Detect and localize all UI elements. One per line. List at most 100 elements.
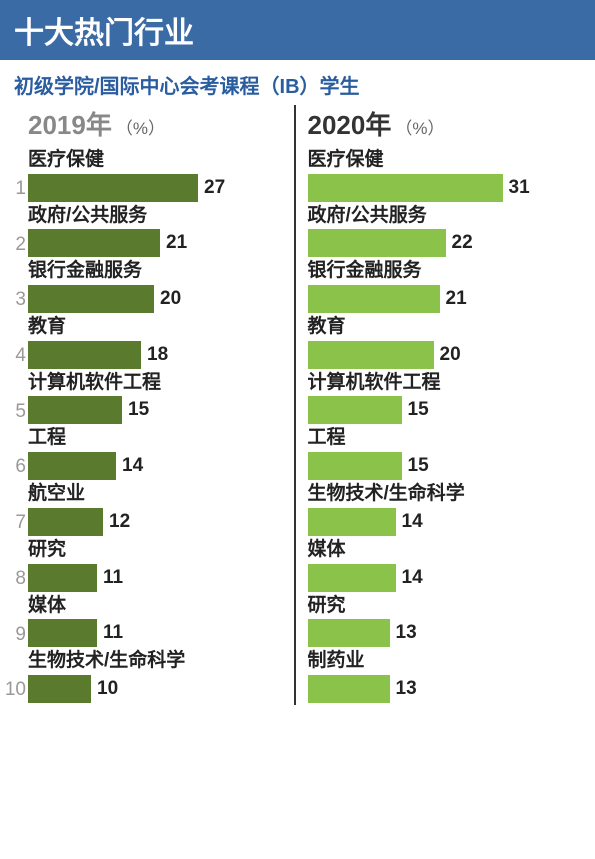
bar <box>28 285 154 313</box>
column-2020: 2020年 （%） 医疗保健 31 政府/公共服务22银行金融服务 21 教育 20 计算机… <box>294 105 586 705</box>
bar <box>28 675 91 703</box>
chart-row: 医疗保健 31 <box>308 148 586 202</box>
category-label: 生物技术/生命科学 <box>308 482 586 507</box>
category-label: 政府/公共服务 <box>28 204 284 229</box>
chart-row: 工程 15 <box>308 426 586 480</box>
rank-number: 1 <box>4 178 26 200</box>
chart-row: 10生物技术/生命科学10 <box>6 649 284 703</box>
bar <box>308 452 402 480</box>
bar <box>308 396 402 424</box>
category-label: 研究 <box>308 594 586 619</box>
chart-row: 3银行金融服务20 <box>6 259 284 313</box>
rank-number: 5 <box>4 401 26 423</box>
bar-value: 14 <box>122 455 143 477</box>
bar-value: 31 <box>509 177 530 199</box>
bar-value: 15 <box>408 455 429 477</box>
bar-wrap: 27 <box>28 174 284 202</box>
bar <box>28 174 198 202</box>
bar-wrap: 13 <box>308 619 586 647</box>
category-label: 银行金融服务 <box>28 259 284 284</box>
bar-wrap: 10 <box>28 675 284 703</box>
category-label: 研究 <box>28 538 284 563</box>
year-label-2019: 2019年 <box>28 105 112 142</box>
bar <box>28 396 122 424</box>
rank-number: 7 <box>4 512 26 534</box>
rank-number: 9 <box>4 624 26 646</box>
category-label: 医疗保健 <box>308 148 586 173</box>
bar-wrap: 15 <box>308 452 586 480</box>
bar-value: 10 <box>97 678 118 700</box>
bar-value: 20 <box>440 344 461 366</box>
category-label: 教育 <box>308 315 586 340</box>
bar <box>308 285 440 313</box>
pct-label-right: （%） <box>395 114 444 139</box>
category-label: 计算机软件工程 <box>28 371 284 396</box>
chart-row: 1医疗保健27 <box>6 148 284 202</box>
category-label: 航空业 <box>28 482 284 507</box>
bar-wrap: 15 <box>28 396 284 424</box>
bar-value: 11 <box>103 567 123 589</box>
category-label: 教育 <box>28 315 284 340</box>
chart-row: 6工程14 <box>6 426 284 480</box>
bar-value: 21 <box>446 288 467 310</box>
bar-wrap: 14 <box>308 508 586 536</box>
category-label: 媒体 <box>28 594 284 619</box>
category-label: 计算机软件工程 <box>308 371 586 396</box>
chart-row: 制药业 13 <box>308 649 586 703</box>
chart-row: 9媒体 11 <box>6 594 284 648</box>
page-title: 十大热门行业 <box>14 17 194 50</box>
bar-wrap: 11 <box>28 564 284 592</box>
chart-row: 教育 20 <box>308 315 586 369</box>
bar-value: 14 <box>402 511 423 533</box>
column-2019: 2019年 （%） 1医疗保健272政府/公共服务213银行金融服务204教育1… <box>6 105 294 705</box>
bar <box>308 229 446 257</box>
bar-wrap: 13 <box>308 675 586 703</box>
category-label: 工程 <box>308 426 586 451</box>
category-label: 生物技术/生命科学 <box>28 649 284 674</box>
bar-value: 13 <box>396 622 417 644</box>
bar <box>28 229 160 257</box>
bar-wrap: 11 <box>28 619 284 647</box>
category-label: 制药业 <box>308 649 586 674</box>
bar-wrap: 22 <box>308 229 586 257</box>
chart-row: 计算机软件工程15 <box>308 371 586 425</box>
bar <box>308 619 390 647</box>
bar <box>308 508 396 536</box>
rank-number: 4 <box>4 345 26 367</box>
chart-row: 8研究11 <box>6 538 284 592</box>
bar <box>28 341 141 369</box>
bar-wrap: 21 <box>28 229 284 257</box>
bar <box>28 508 103 536</box>
chart-row: 4教育 18 <box>6 315 284 369</box>
bar-value: 14 <box>402 567 423 589</box>
bar-value: 15 <box>128 399 149 421</box>
bar-wrap: 31 <box>308 174 586 202</box>
bar <box>308 341 434 369</box>
bar <box>308 174 503 202</box>
bar-wrap: 14 <box>308 564 586 592</box>
bar-value: 13 <box>396 678 417 700</box>
year-header-left: 2019年 （%） <box>6 105 284 142</box>
bar-wrap: 20 <box>308 341 586 369</box>
bar-value: 11 <box>103 622 123 644</box>
bar-value: 18 <box>147 344 168 366</box>
bar-wrap: 21 <box>308 285 586 313</box>
chart-row: 政府/公共服务22 <box>308 204 586 258</box>
category-label: 银行金融服务 <box>308 259 586 284</box>
category-label: 工程 <box>28 426 284 451</box>
bar-wrap: 20 <box>28 285 284 313</box>
bar-value: 27 <box>204 177 225 199</box>
chart-row: 7航空业12 <box>6 482 284 536</box>
bar-wrap: 14 <box>28 452 284 480</box>
chart-row: 2政府/公共服务21 <box>6 204 284 258</box>
bar <box>28 564 97 592</box>
bar-wrap: 18 <box>28 341 284 369</box>
year-header-right: 2020年 （%） <box>308 105 586 142</box>
rank-number: 2 <box>4 234 26 256</box>
category-label: 媒体 <box>308 538 586 563</box>
bar <box>28 452 116 480</box>
bar <box>308 564 396 592</box>
bar-wrap: 12 <box>28 508 284 536</box>
chart-row: 研究 13 <box>308 594 586 648</box>
category-label: 政府/公共服务 <box>308 204 586 229</box>
